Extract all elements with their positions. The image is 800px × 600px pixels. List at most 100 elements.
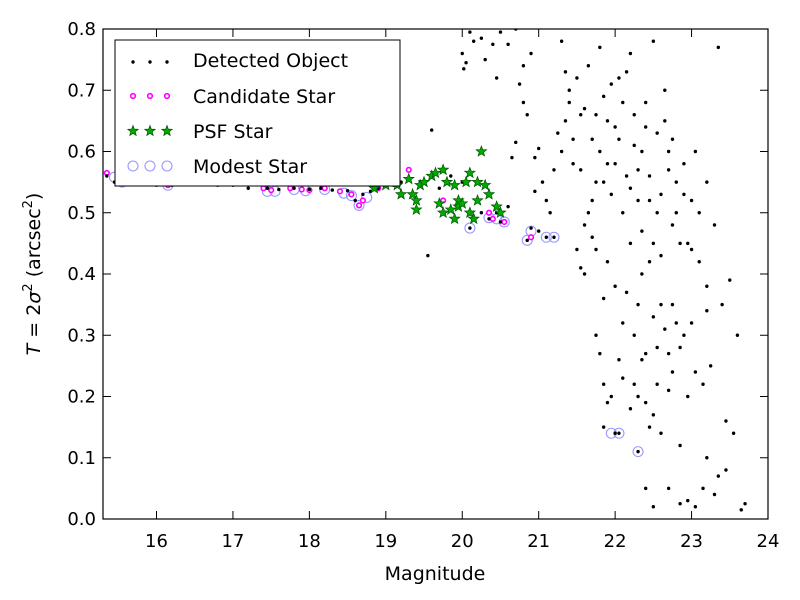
data-point-dot-113: [586, 64, 591, 68]
data-point-dot-66: [548, 211, 552, 215]
data-point-dot-173: [594, 333, 598, 337]
data-point-dot-84: [617, 76, 621, 80]
ticks-layer: 16 17 18 19 20 21 22 23 24 0.0 0.1 0.2 0.3 0.4 0.5 0.6 0…: [67, 19, 779, 552]
data-point-dot-213: [739, 508, 743, 512]
data-point-dot-133: [663, 119, 667, 123]
data-point-small-circle-10: [336, 188, 344, 195]
data-point-dot-46: [472, 39, 476, 43]
data-point-star-5: [406, 187, 419, 200]
data-point-dot-182: [636, 394, 640, 399]
data-point-dot-80: [601, 94, 606, 99]
data-point-dot-69: [559, 39, 564, 43]
data-point-dot-77: [590, 137, 594, 141]
data-point-dot-67: [552, 168, 556, 172]
x-tick-label: 17: [221, 531, 244, 552]
legend-symbol: [144, 160, 156, 172]
data-point-dot-15: [330, 188, 335, 192]
data-point-dot-139: [686, 241, 690, 246]
data-point-dot-143: [728, 278, 732, 282]
data-point-star-26: [471, 193, 484, 206]
data-point-dot-63: [536, 146, 541, 151]
data-point-dot-68: [556, 131, 560, 135]
data-point-star-28: [475, 144, 488, 157]
data-point-small-circle-18: [489, 215, 496, 222]
data-point-dot-179: [621, 376, 625, 380]
data-point-dot-62: [533, 155, 537, 160]
legend-symbol: [161, 160, 173, 172]
data-point-small-circle-20: [527, 234, 535, 241]
data-point-dot-35: [498, 220, 503, 224]
data-point-dot-207: [693, 505, 698, 509]
data-point-dot-122: [621, 100, 625, 105]
data-point-open-circle-9: [345, 190, 357, 202]
data-point-dot-10: [265, 186, 270, 190]
y-tick-label: 0.8: [67, 19, 96, 40]
data-point-dot-128: [644, 125, 648, 129]
data-point-dot-138: [682, 192, 686, 197]
legend-label-detected-object: Detected Object: [193, 50, 348, 72]
legend-marker-detected-object: [131, 60, 169, 64]
legend-marker-modest-star: [127, 160, 173, 172]
data-point-dot-149: [601, 296, 606, 301]
data-point-small-circle-15: [405, 166, 412, 173]
data-point-dot-0: [105, 174, 109, 178]
data-point-dot-48: [462, 67, 466, 71]
data-point-dot-168: [682, 333, 686, 337]
data-point-star-3: [394, 187, 408, 200]
data-point-dot-146: [582, 272, 587, 276]
data-point-star-31: [490, 200, 503, 212]
data-point-dot-163: [663, 327, 667, 331]
data-point-star-16: [444, 203, 457, 215]
data-point-dot-13: [307, 187, 312, 192]
data-point-dot-121: [617, 137, 621, 141]
data-point-dot-178: [617, 358, 621, 362]
data-point-dot-83: [613, 125, 617, 129]
data-point-dot-181: [632, 382, 636, 386]
data-point-dot-52: [483, 57, 487, 62]
data-point-dot-157: [640, 272, 644, 276]
y-tick-label: 0.2: [67, 387, 96, 408]
data-point-dot-55: [498, 30, 503, 34]
data-point-dot-214: [743, 501, 747, 506]
x-tick-label: 24: [757, 531, 780, 552]
data-point-dot-137: [678, 241, 682, 246]
data-point-dot-191: [678, 443, 682, 448]
legend-symbol: [143, 124, 157, 137]
data-point-dot-209: [705, 456, 709, 460]
data-point-dot-105: [712, 223, 717, 227]
data-point-dot-189: [666, 388, 671, 393]
legend-label-candidate-star: Candidate Star: [193, 86, 335, 108]
data-point-dot-85: [621, 211, 625, 215]
data-point-dot-184: [644, 400, 648, 405]
data-point-small-circle-12: [355, 202, 363, 209]
data-point-dot-16: [345, 189, 350, 193]
data-point-dot-202: [644, 486, 648, 491]
data-point-star-14: [436, 163, 450, 176]
data-point-dot-56: [506, 42, 510, 47]
data-point-dot-199: [613, 431, 617, 435]
data-point-dot-148: [594, 247, 598, 252]
data-point-dot-33: [487, 217, 491, 221]
data-point-dot-41: [529, 226, 533, 230]
data-point-dot-49: [464, 60, 468, 65]
data-point-dot-194: [701, 382, 705, 386]
data-point-dot-97: [666, 149, 671, 154]
data-point-dot-74: [579, 113, 583, 117]
data-point-small-circle-4: [260, 185, 267, 192]
data-point-dot-81: [605, 162, 610, 166]
data-point-dot-158: [644, 351, 648, 356]
data-point-dot-203: [651, 505, 656, 509]
data-point-dot-103: [697, 211, 701, 215]
data-point-dot-135: [670, 137, 675, 141]
legend-marker-candidate-star: [129, 92, 171, 100]
data-point-dot-183: [640, 358, 644, 362]
data-point-dot-192: [686, 394, 690, 399]
data-point-small-circle-6: [287, 185, 294, 192]
data-point-dot-159: [647, 260, 652, 264]
data-point-dot-26: [426, 253, 430, 258]
data-point-dot-93: [651, 39, 656, 43]
data-point-star-23: [463, 166, 477, 179]
data-point-star-18: [448, 178, 461, 191]
data-point-dot-164: [666, 351, 671, 356]
data-point-star-24: [463, 206, 477, 219]
